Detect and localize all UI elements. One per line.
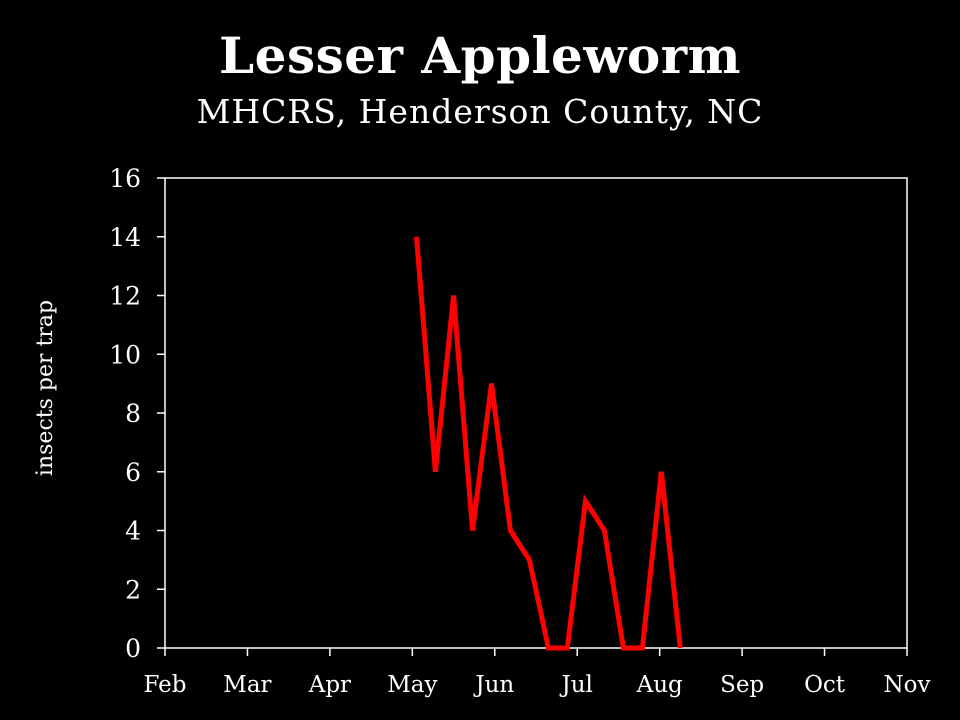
x-axis: Feb Mar Apr May Jun Jul Aug Sep Oct Nov bbox=[143, 648, 930, 698]
x-tick-label: Aug bbox=[636, 672, 683, 698]
chart-title: Lesser Appleworm bbox=[219, 26, 741, 85]
series-line bbox=[414, 236, 683, 651]
y-tick-label: 4 bbox=[125, 517, 141, 546]
plot-area-frame bbox=[164, 177, 908, 649]
y-tick-label: 10 bbox=[109, 340, 141, 369]
y-tick-label: 2 bbox=[125, 575, 141, 604]
x-tick-label: Feb bbox=[143, 672, 186, 698]
y-tick-label: 16 bbox=[109, 164, 141, 193]
x-tick-label: Oct bbox=[804, 672, 846, 698]
x-tick-label: Apr bbox=[308, 672, 351, 698]
x-tick-label: Sep bbox=[720, 672, 764, 698]
y-tick-label: 0 bbox=[125, 634, 141, 663]
y-tick-label: 6 bbox=[125, 458, 141, 487]
y-axis: 0 2 4 6 8 10 12 14 16 bbox=[109, 164, 165, 663]
y-axis-label: insects per trap bbox=[33, 300, 58, 476]
y-tick-label: 12 bbox=[109, 282, 141, 311]
x-tick-label: Jun bbox=[473, 672, 514, 698]
y-tick-label: 14 bbox=[109, 223, 141, 252]
x-tick-label: Mar bbox=[223, 672, 271, 698]
x-tick-label: Nov bbox=[884, 672, 931, 698]
y-tick-label: 8 bbox=[125, 399, 141, 428]
x-tick-label: Jul bbox=[560, 672, 593, 698]
series-layer bbox=[414, 236, 683, 651]
x-tick-label: May bbox=[387, 672, 437, 698]
chart-subtitle: MHCRS, Henderson County, NC bbox=[196, 92, 764, 131]
